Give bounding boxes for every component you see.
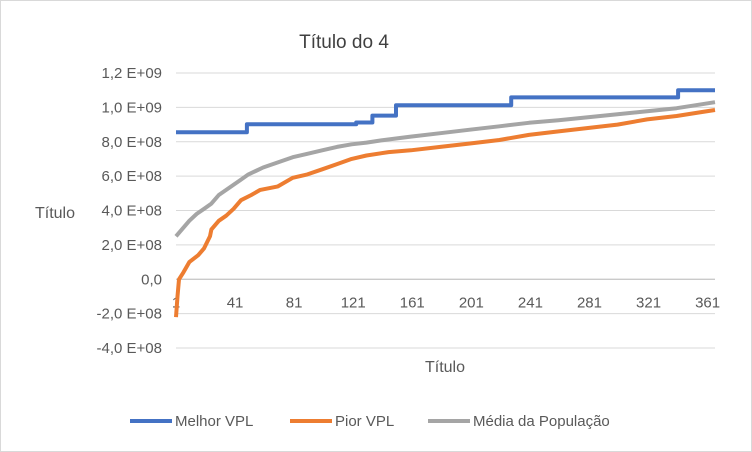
y-tick-label: 0,0 [141,271,162,288]
y-tick-label: 2,0 E+08 [102,237,162,254]
series-line-melhor-vpl [176,88,715,135]
x-tick-label: 201 [459,294,484,311]
x-tick-label: 121 [341,294,366,311]
x-axis-title: Título [425,359,465,376]
legend-label-pior-vpl: Pior VPL [335,413,394,430]
y-axis-tick-labels: 1,2 E+09 1,0 E+09 8,0 E+08 6,0 E+08 4,0 E+08… [97,65,162,357]
x-tick-label: 241 [518,294,543,311]
legend: Melhor VPL Pior VPL Média da População [130,413,610,430]
x-tick-label: 161 [400,294,425,311]
x-axis-tick-labels: 1 41 81 121 161 201 241 281 321 361 [172,294,720,311]
series-line-media-da-populacao [174,100,716,238]
series-line-pior-vpl [174,108,716,318]
y-tick-label: 1,2 E+09 [102,65,162,82]
legend-label-media-da-populacao: Média da População [473,413,610,430]
y-tick-label: -4,0 E+08 [97,340,162,357]
y-tick-label: 8,0 E+08 [102,134,162,151]
x-tick-label: 41 [227,294,244,311]
y-tick-label: 6,0 E+08 [102,168,162,185]
y-tick-label: 4,0 E+08 [102,203,162,220]
legend-label-melhor-vpl: Melhor VPL [175,413,253,430]
chart-title: Título do 4 [299,32,389,53]
x-tick-label: 361 [695,294,720,311]
x-tick-label: 321 [636,294,661,311]
x-tick-label: 81 [286,294,303,311]
gridlines [176,72,715,349]
y-tick-label: 1,0 E+09 [102,99,162,116]
series-lines [174,88,716,318]
x-tick-label: 281 [577,294,602,311]
y-axis-title: Título [35,205,75,222]
y-tick-label: -2,0 E+08 [97,306,162,323]
